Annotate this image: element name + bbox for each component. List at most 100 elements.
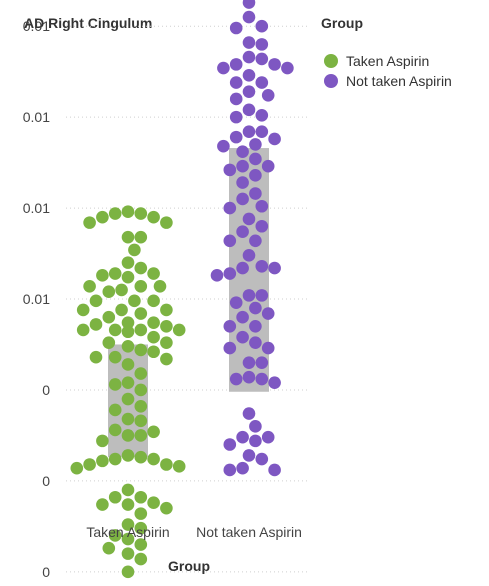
data-point	[134, 307, 148, 320]
data-point	[255, 372, 269, 386]
x-axis-label: Group	[168, 558, 210, 574]
chart-title: AD Right Cingulum	[24, 15, 152, 31]
data-point	[223, 463, 237, 477]
data-point	[229, 110, 243, 124]
data-point	[160, 458, 173, 471]
data-point	[89, 350, 103, 364]
data-point	[134, 414, 148, 428]
data-point	[242, 449, 256, 462]
data-point	[121, 532, 135, 546]
data-point	[242, 85, 256, 98]
data-point	[134, 400, 148, 413]
data-point	[121, 565, 135, 579]
x-category-label: Taken Aspirin	[86, 524, 169, 540]
data-point	[134, 490, 148, 504]
data-point	[134, 521, 148, 535]
data-point	[160, 352, 173, 366]
data-point	[134, 261, 148, 275]
data-point	[229, 92, 243, 106]
data-point	[147, 210, 160, 224]
data-point	[236, 192, 249, 206]
data-point	[249, 420, 262, 433]
data-point	[128, 294, 141, 308]
data-point	[217, 139, 230, 153]
data-point	[147, 267, 160, 280]
data-point	[108, 403, 122, 417]
data-point	[236, 176, 249, 189]
data-point	[236, 330, 249, 344]
data-point	[134, 429, 148, 442]
data-point	[242, 407, 256, 420]
data-point	[242, 10, 256, 24]
data-point	[242, 125, 256, 138]
data-point	[268, 376, 281, 389]
data-point	[147, 330, 160, 344]
data-point	[134, 450, 148, 464]
data-point	[121, 392, 135, 406]
data-point	[255, 199, 269, 213]
data-point	[223, 438, 237, 451]
data-point	[108, 490, 122, 504]
data-point	[268, 58, 281, 71]
data-point	[134, 343, 148, 357]
data-point	[242, 370, 256, 384]
y-tick-label: 0.01	[23, 18, 50, 34]
data-point	[261, 341, 275, 355]
data-point	[242, 103, 256, 117]
data-point	[255, 219, 269, 233]
data-point	[134, 552, 148, 566]
data-point	[134, 507, 148, 520]
data-point	[121, 429, 135, 442]
data-point	[223, 319, 237, 333]
data-point	[121, 256, 135, 269]
data-points	[70, 0, 294, 579]
data-point	[249, 319, 262, 333]
data-point	[223, 201, 237, 215]
data-point	[255, 109, 269, 122]
data-point	[134, 383, 148, 397]
data-point	[96, 269, 109, 282]
data-point	[121, 358, 135, 371]
data-point	[121, 449, 135, 462]
data-point	[236, 261, 249, 275]
data-point	[96, 498, 109, 511]
data-point	[236, 430, 249, 444]
legend: Group Taken Aspirin Not taken Aspirin	[321, 15, 452, 89]
data-point	[268, 132, 281, 146]
data-point	[242, 0, 256, 9]
data-point	[108, 423, 122, 437]
data-point	[108, 207, 122, 220]
data-point	[134, 207, 148, 220]
data-point	[134, 538, 148, 551]
data-point	[236, 225, 249, 239]
data-point	[96, 454, 109, 468]
data-point	[121, 498, 135, 511]
data-point	[268, 261, 281, 275]
x-axis-categories: Taken Aspirin Not taken Aspirin	[86, 524, 302, 540]
data-point	[102, 336, 116, 349]
data-point	[108, 323, 122, 337]
data-point	[261, 430, 275, 444]
data-point	[229, 76, 243, 89]
data-point	[121, 518, 135, 531]
y-axis-ticks: 0 0 0 0.01 0.01 0.01 0.01	[23, 18, 50, 580]
y-tick-label: 0.01	[23, 291, 50, 307]
data-point	[121, 325, 135, 339]
data-point	[249, 152, 262, 166]
data-point	[255, 259, 269, 273]
data-point	[229, 296, 243, 309]
data-point	[249, 301, 262, 315]
data-point	[160, 501, 173, 515]
data-point	[172, 323, 186, 337]
data-point	[121, 412, 135, 426]
data-point	[128, 243, 141, 257]
data-point	[121, 483, 135, 497]
data-point	[147, 316, 160, 329]
data-point	[134, 230, 148, 244]
data-point	[96, 434, 109, 448]
data-point	[223, 267, 237, 280]
data-point	[160, 336, 173, 349]
data-point	[236, 159, 249, 173]
data-point	[249, 138, 262, 151]
data-point	[102, 285, 116, 299]
